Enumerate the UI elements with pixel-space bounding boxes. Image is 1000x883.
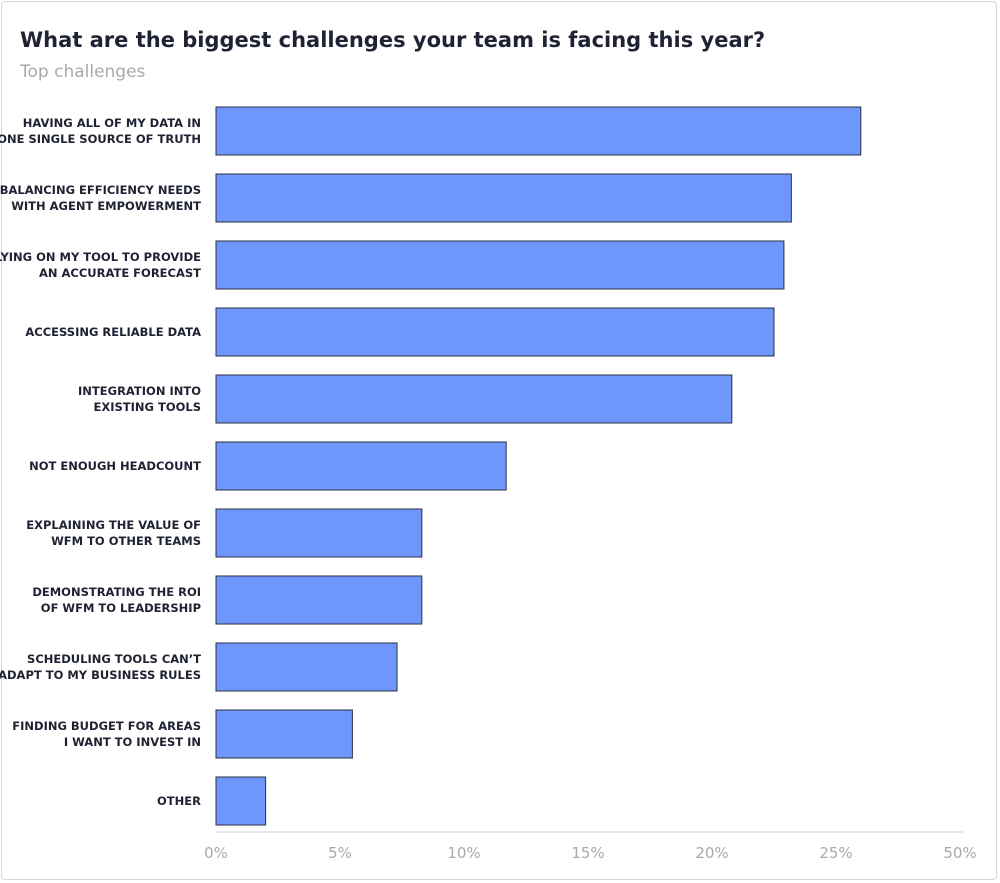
y-tick-label: SCHEDULING TOOLS CAN’T ADAPT TO MY BUSINE… xyxy=(0,652,201,682)
y-tick-label: RELYING ON MY TOOL TO PROVIDE AN ACCURATE… xyxy=(0,250,201,280)
y-tick-label: NOT ENOUGH HEADCOUNT xyxy=(29,459,201,473)
y-tick-label: INTEGRATION INTO EXISTING TOOLS xyxy=(78,384,201,414)
x-tick-label: 20% xyxy=(695,844,728,862)
x-tick-label: 15% xyxy=(571,844,604,862)
bar xyxy=(215,307,775,357)
bar xyxy=(215,776,267,826)
bar xyxy=(215,441,507,491)
y-tick-label: EXPLAINING THE VALUE OF WFM TO OTHER TEAM… xyxy=(26,518,201,548)
y-tick-label: DEMONSTRATING THE ROI OF WFM TO LEADERSHI… xyxy=(32,585,201,615)
y-tick-label: BALANCING EFFICIENCY NEEDS WITH AGENT EMP… xyxy=(0,183,201,213)
y-tick-label: HAVING ALL OF MY DATA IN ONE SINGLE SOURC… xyxy=(0,116,201,146)
bar xyxy=(215,709,353,759)
x-tick-label: 0% xyxy=(204,844,228,862)
y-tick-label: FINDING BUDGET FOR AREAS I WANT TO INVEST… xyxy=(12,719,201,749)
bar xyxy=(215,575,423,625)
x-tick-label: 5% xyxy=(328,844,352,862)
x-tick-label: 25% xyxy=(819,844,852,862)
x-tick-label: 10% xyxy=(447,844,480,862)
bar xyxy=(215,106,862,156)
chart-subtitle: Top challenges xyxy=(19,62,146,82)
x-tick-label: 50% xyxy=(943,844,976,862)
y-tick-label: ACCESSING RELIABLE DATA xyxy=(25,325,201,339)
y-tick-label: OTHER xyxy=(157,794,201,808)
bar xyxy=(215,240,785,290)
bar xyxy=(215,642,398,692)
bar xyxy=(215,173,792,223)
bar xyxy=(215,374,733,424)
chart-title: What are the biggest challenges your tea… xyxy=(20,28,765,52)
bar xyxy=(215,508,423,558)
